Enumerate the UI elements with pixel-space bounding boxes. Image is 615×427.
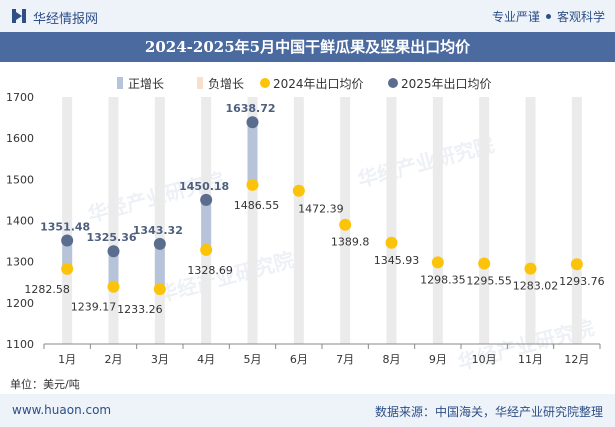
background-bar bbox=[432, 97, 443, 344]
point-2024 bbox=[107, 280, 120, 293]
point-2024 bbox=[246, 178, 259, 191]
point-2024 bbox=[61, 262, 74, 275]
data-label-2025: 1351.48 bbox=[40, 220, 90, 233]
positive-growth-bar bbox=[247, 122, 258, 185]
data-label-2024: 1345.93 bbox=[374, 254, 420, 267]
data-label-2024: 1389.8 bbox=[331, 236, 370, 249]
point-2024 bbox=[385, 236, 398, 249]
x-tick-label: 12月 bbox=[564, 353, 589, 366]
footer: www.huaon.com 数据来源：中国海关，华经产业研究院整理 bbox=[0, 394, 615, 427]
footer-site: www.huaon.com bbox=[12, 403, 112, 417]
x-tick-label: 3月 bbox=[151, 353, 169, 366]
point-2024 bbox=[339, 218, 352, 231]
watermark-text: 华经产业研究院 bbox=[355, 132, 496, 191]
y-tick-label: 1500 bbox=[6, 173, 34, 186]
data-label-2025: 1450.18 bbox=[179, 180, 229, 193]
data-label-2024: 1472.39 bbox=[298, 203, 344, 216]
y-tick-label: 1700 bbox=[6, 91, 34, 104]
x-tick-label: 11月 bbox=[518, 353, 543, 366]
watermark-text: 华经产业研究院 bbox=[155, 247, 296, 306]
background-bar bbox=[108, 97, 119, 344]
positive-growth-bar bbox=[108, 251, 119, 287]
legend-2024-marker bbox=[260, 78, 270, 88]
background-bar bbox=[525, 97, 536, 344]
positive-growth-bar bbox=[154, 243, 165, 290]
chart: 华经产业研究院华经产业研究院华经产业研究院华经产业研究院110012001300… bbox=[6, 77, 605, 375]
background-bar bbox=[247, 97, 258, 344]
point-2025 bbox=[61, 234, 74, 247]
x-tick-label: 10月 bbox=[472, 353, 497, 366]
x-tick-label: 2月 bbox=[105, 353, 123, 366]
y-tick-label: 1300 bbox=[6, 256, 34, 269]
legend-negative-swatch bbox=[197, 77, 203, 89]
point-2024 bbox=[200, 243, 213, 256]
data-label-2025: 1325.36 bbox=[86, 231, 136, 244]
background-bar bbox=[293, 97, 304, 344]
brand-name: 华经情报网 bbox=[33, 12, 99, 27]
top-header: 华经情报网 专业严谨 客观科学 bbox=[0, 0, 615, 32]
data-label-2025: 1638.72 bbox=[225, 102, 275, 115]
point-2024 bbox=[570, 258, 583, 271]
footer-source: 数据来源：中国海关，华经产业研究院整理 bbox=[374, 405, 603, 419]
background-bar bbox=[62, 97, 73, 344]
data-label-2025: 1343.32 bbox=[133, 224, 183, 237]
x-tick-label: 4月 bbox=[197, 353, 215, 366]
chart-title: 2024-2025年5月中国干鲜瓜果及坚果出口均价 bbox=[0, 32, 615, 62]
point-2025 bbox=[246, 116, 259, 129]
slogan-right: 客观科学 bbox=[556, 10, 605, 24]
point-2025 bbox=[153, 237, 166, 250]
background-bar bbox=[571, 97, 582, 344]
x-tick-label: 5月 bbox=[244, 353, 262, 366]
legend-2025-marker bbox=[388, 78, 398, 88]
x-tick-label: 1月 bbox=[58, 353, 76, 366]
data-label-2024: 1283.02 bbox=[513, 280, 559, 293]
x-tick-label: 7月 bbox=[336, 353, 354, 366]
data-label-2024: 1298.35 bbox=[420, 273, 466, 286]
background-bar bbox=[386, 97, 397, 344]
y-tick-label: 1100 bbox=[6, 338, 34, 351]
y-tick-label: 1400 bbox=[6, 215, 34, 228]
data-label-2024: 1282.58 bbox=[24, 283, 70, 296]
x-tick-label: 9月 bbox=[429, 353, 447, 366]
legend-positive-label: 正增长 bbox=[128, 77, 164, 91]
point-2025 bbox=[200, 193, 213, 206]
data-label-2024: 1328.69 bbox=[187, 264, 233, 277]
background-bar bbox=[479, 97, 490, 344]
data-label-2024: 1486.55 bbox=[234, 199, 280, 212]
legend-2025-label: 2025年出口均价 bbox=[401, 77, 492, 91]
y-tick-label: 1200 bbox=[6, 297, 34, 310]
point-2024 bbox=[478, 257, 491, 270]
background-bar bbox=[154, 97, 165, 344]
point-2024 bbox=[524, 262, 537, 275]
legend-positive-swatch bbox=[117, 77, 123, 89]
x-tick-label: 8月 bbox=[383, 353, 401, 366]
point-2025 bbox=[107, 245, 120, 258]
positive-growth-bar bbox=[62, 240, 73, 269]
data-label-2024: 1293.76 bbox=[559, 275, 605, 288]
slogan-dot-icon bbox=[545, 14, 551, 19]
point-2024 bbox=[292, 184, 305, 197]
slogan-left: 专业严谨 bbox=[491, 10, 540, 24]
y-tick-label: 1600 bbox=[6, 132, 34, 145]
x-tick-label: 6月 bbox=[290, 353, 308, 366]
data-label-2024: 1239.17 bbox=[71, 301, 117, 314]
positive-growth-bar bbox=[201, 199, 212, 250]
point-2024 bbox=[431, 256, 444, 269]
point-2024 bbox=[153, 283, 166, 296]
slogan: 专业严谨 客观科学 bbox=[492, 8, 605, 25]
legend-negative-label: 负增长 bbox=[208, 77, 244, 91]
huajing-logo-icon bbox=[12, 9, 26, 23]
data-label-2024: 1233.26 bbox=[117, 303, 163, 316]
legend-2024-label: 2024年出口均价 bbox=[273, 77, 364, 91]
data-label-2024: 1295.55 bbox=[466, 274, 512, 287]
unit-label: 单位：美元/吨 bbox=[10, 378, 80, 391]
